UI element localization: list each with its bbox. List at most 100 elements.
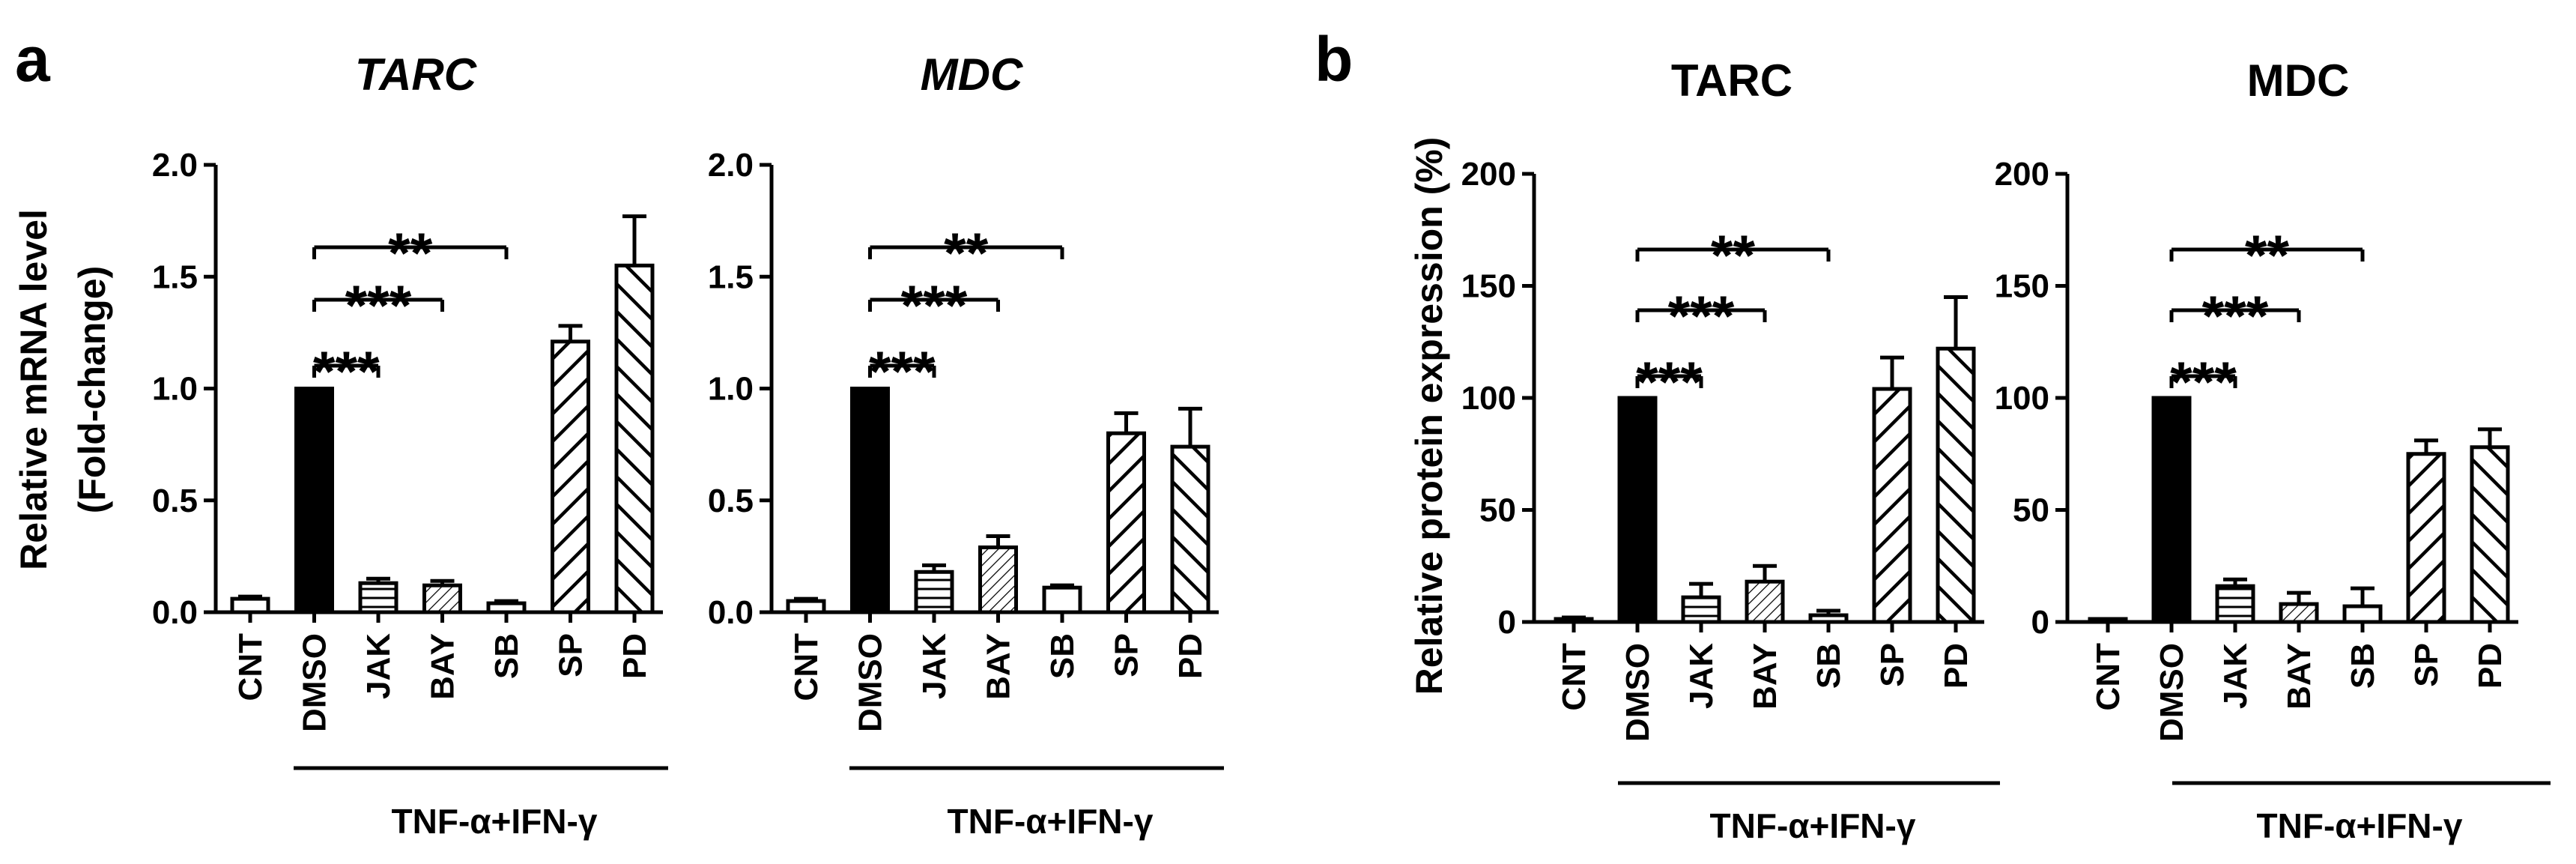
bar-dmso — [850, 387, 890, 614]
significance-label: ** — [944, 222, 989, 286]
x-tick-label-sb: SB — [488, 633, 525, 679]
significance-label: *** — [901, 274, 968, 338]
significance-label: *** — [1668, 285, 1735, 348]
x-tick-label-cnt: CNT — [2090, 643, 2127, 711]
y-tick-label: 150 — [1995, 268, 2049, 305]
bar-dmso — [294, 387, 334, 614]
x-tick-label-sb: SB — [2345, 643, 2381, 689]
x-tick-label-dmso: DMSO — [297, 633, 333, 732]
x-tick-label-dmso: DMSO — [852, 633, 889, 732]
y-tick-label: 50 — [2013, 492, 2049, 529]
charts-layer: TARC Relative mRNA level (Fold-change) 0.0 0… — [13, 49, 2551, 845]
y-tick-label: 0.0 — [152, 594, 198, 631]
x-tick-label-sp: SP — [1874, 643, 1911, 687]
x-tick-label-sp: SP — [553, 633, 590, 677]
panel-letter-a: a — [15, 24, 51, 94]
bar-dmso — [1617, 396, 1658, 624]
x-tick-label-pd: PD — [1172, 633, 1209, 679]
y-axis-label: Relative protein expression (%) — [1408, 137, 1450, 695]
panel-letter-b: b — [1315, 24, 1353, 94]
x-tick-label-bay: BAY — [981, 633, 1017, 700]
y-tick-label: 0.0 — [708, 594, 754, 631]
bar-bay — [978, 545, 1018, 614]
x-tick-label-jak: JAK — [2217, 643, 2254, 709]
y-tick-label: 0.5 — [152, 483, 198, 519]
significance-label: *** — [2170, 351, 2237, 414]
treatment-label: TNF-α+IFN-γ — [392, 802, 598, 841]
chart-3: TARC Relative protein expression (%) 0 50 10… — [1408, 55, 2000, 845]
significance-label: *** — [2202, 285, 2269, 348]
chart-4: MDC 0 50 100 150 200 CNT DMSO JAK BAY SB SP PD TNF-α+… — [1995, 55, 2551, 845]
y-tick-label: 1.5 — [152, 259, 198, 295]
significance-label: *** — [313, 340, 380, 404]
bar-sp — [2406, 452, 2446, 624]
bar-jak — [358, 581, 398, 614]
x-tick-label-cnt: CNT — [1556, 643, 1592, 711]
bar-jak — [2215, 584, 2255, 624]
x-tick-label-bay: BAY — [425, 633, 461, 700]
significance-label: ** — [388, 222, 433, 286]
x-tick-label-pd: PD — [2472, 643, 2509, 689]
x-tick-label-jak: JAK — [916, 633, 953, 699]
x-tick-label-cnt: CNT — [788, 633, 825, 701]
y-tick-label: 50 — [1479, 492, 1516, 529]
bar-sp — [551, 339, 590, 614]
x-tick-label-jak: JAK — [1683, 643, 1720, 709]
bar-bay — [1745, 579, 1785, 624]
x-tick-label-sb: SB — [1810, 643, 1847, 689]
treatment-label: TNF-α+IFN-γ — [1710, 806, 1916, 845]
y-tick-label: 150 — [1461, 268, 1516, 305]
bar-cnt — [2088, 617, 2128, 624]
bar-sp — [1872, 387, 1912, 624]
x-tick-label-dmso: DMSO — [2154, 643, 2190, 742]
y-tick-label: 1.5 — [708, 259, 754, 295]
x-tick-label-sp: SP — [1109, 633, 1145, 677]
significance-label: *** — [1636, 351, 1703, 414]
chart-title: TARC — [355, 49, 478, 100]
x-tick-label-pd: PD — [1938, 643, 1975, 689]
bar-jak — [1681, 595, 1721, 624]
x-tick-label-jak: JAK — [360, 633, 397, 699]
chart-title: TARC — [1671, 55, 1792, 106]
bar-sb — [1042, 585, 1082, 614]
x-tick-label-pd: PD — [616, 633, 653, 679]
bar-pd — [614, 263, 655, 614]
chart-title: MDC — [2247, 55, 2350, 106]
treatment-label: TNF-α+IFN-γ — [2257, 806, 2463, 845]
bar-sb — [486, 601, 527, 614]
y-tick-label: 0 — [2031, 604, 2049, 641]
significance-label: ** — [2245, 224, 2290, 288]
y-tick-label: 200 — [1461, 156, 1516, 193]
y-tick-label: 0.5 — [708, 483, 754, 519]
chart-1: TARC Relative mRNA level (Fold-change) 0.0 0… — [13, 49, 668, 841]
bar-cnt — [230, 596, 270, 614]
x-tick-label-sp: SP — [2408, 643, 2445, 687]
y-axis-label-2: (Fold-change) — [71, 266, 113, 514]
bar-dmso — [2151, 396, 2192, 624]
bar-sb — [1808, 613, 1849, 624]
bar-cnt — [786, 599, 826, 614]
bar-bay — [422, 583, 462, 614]
y-tick-label: 2.0 — [152, 147, 198, 184]
bar-sb — [2342, 604, 2383, 624]
x-tick-label-sb: SB — [1044, 633, 1081, 679]
significance-label: *** — [869, 340, 936, 404]
bar-jak — [914, 570, 954, 614]
significance-label: *** — [345, 274, 412, 338]
y-tick-label: 200 — [1995, 156, 2049, 193]
x-tick-label-cnt: CNT — [232, 633, 269, 701]
x-tick-label-bay: BAY — [1747, 643, 1783, 710]
bar-pd — [1170, 444, 1210, 614]
y-axis-label: Relative mRNA level — [13, 209, 55, 570]
x-tick-label-dmso: DMSO — [1619, 643, 1656, 742]
y-tick-label: 100 — [1995, 380, 2049, 417]
y-tick-label: 100 — [1461, 380, 1516, 417]
bar-sp — [1106, 431, 1146, 614]
x-tick-label-bay: BAY — [2281, 643, 2318, 710]
y-tick-label: 1.0 — [152, 371, 198, 408]
y-tick-label: 1.0 — [708, 371, 754, 408]
bar-pd — [2470, 445, 2510, 624]
significance-label: ** — [1711, 224, 1756, 288]
chart-title: MDC — [921, 49, 1024, 100]
